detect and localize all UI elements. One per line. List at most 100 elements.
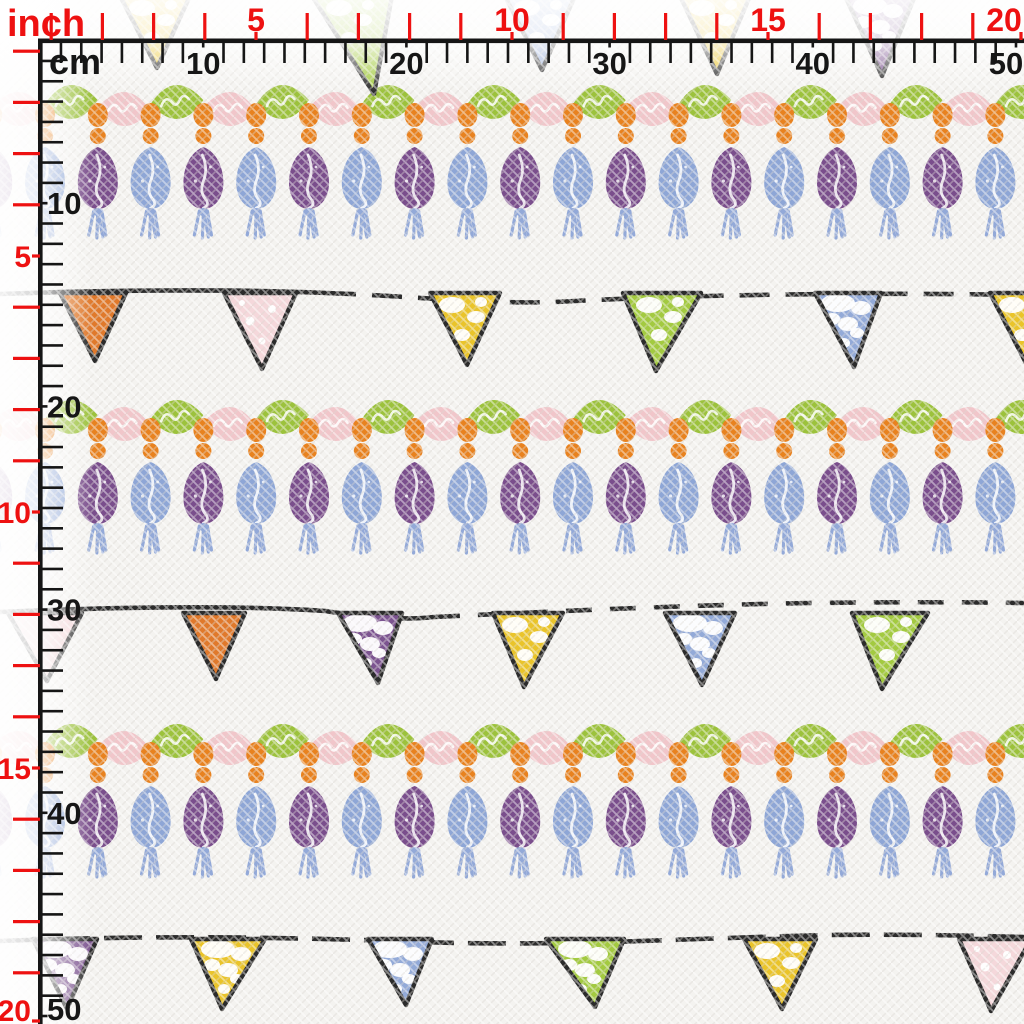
inch-tick-top (152, 13, 156, 40)
inch-tick-left (13, 100, 40, 104)
cm-tick-left (41, 303, 63, 307)
inch-tick-left (32, 1019, 40, 1023)
cm-tick-top (405, 41, 408, 48)
inch-tick-top (766, 32, 770, 40)
inch-tick-label-top: 10 (494, 2, 530, 38)
cm-tick-top (344, 41, 347, 63)
cm-tick-top (994, 41, 997, 63)
cm-tick-top (628, 41, 632, 63)
cm-tick-left (41, 852, 63, 855)
cm-tick-left (41, 140, 63, 144)
inch-tick-top (203, 13, 207, 40)
inch-tick-left (13, 408, 40, 412)
cm-tick-top (730, 41, 733, 63)
cm-tick-left (41, 39, 63, 42)
inch-tick-left (13, 664, 40, 668)
inch-tick-top (100, 13, 104, 40)
cm-tick-label-top: 40 (796, 46, 830, 81)
cm-tick-top (140, 41, 144, 63)
inch-tick-label-left: 20 (0, 995, 31, 1024)
cm-tick-left (41, 222, 63, 225)
cm-tick-left (41, 628, 63, 632)
inch-tick-top (664, 13, 668, 40)
cm-tick-left (41, 953, 63, 957)
cm-tick-left (41, 506, 63, 510)
inch-tick-top (971, 13, 975, 40)
cm-tick-top (466, 41, 469, 63)
inch-tick-label-top: 15 (750, 2, 786, 38)
cm-tick-left (41, 527, 63, 530)
cm-tick-top (39, 41, 42, 63)
inch-tick-top (305, 13, 309, 40)
cm-tick-top (791, 41, 794, 63)
inch-tick-left (13, 715, 40, 719)
cm-tick-top (527, 41, 530, 63)
cm-tick-left (41, 791, 63, 794)
cm-tick-left (41, 344, 63, 347)
cm-tick-top (750, 41, 754, 63)
cm-tick-left (41, 547, 63, 550)
inch-tick-top (49, 13, 53, 40)
inch-tick-label-left: 15 (0, 753, 31, 786)
cm-tick-top (933, 41, 937, 63)
cm-tick-left (41, 181, 63, 185)
cm-tick-left (41, 161, 63, 164)
cm-tick-left (41, 425, 63, 429)
cm-tick-top (384, 41, 388, 63)
inch-tick-top (920, 13, 924, 40)
cm-tick-left (41, 709, 63, 713)
inch-tick-label-left: 10 (0, 497, 31, 530)
inch-tick-left (13, 459, 40, 463)
inch-tick-left (32, 254, 40, 258)
cm-tick-top (1014, 41, 1018, 48)
cm-tick-left (41, 974, 63, 977)
cm-tick-top (262, 41, 266, 63)
cm-tick-top (770, 41, 774, 63)
cm-tick-label-top: 50 (989, 46, 1023, 81)
inch-tick-top (356, 13, 360, 40)
cm-tick-left (41, 201, 48, 205)
inch-tick-left (13, 561, 40, 565)
cm-tick-top (222, 41, 225, 63)
cm-tick-left (41, 486, 63, 489)
cm-ruler-line-horizontal (38, 38, 1024, 44)
cm-tick-left (41, 913, 63, 916)
cm-tick-top (79, 41, 83, 63)
cm-tick-top (892, 41, 896, 63)
cm-tick-left (41, 689, 63, 693)
cm-tick-top (872, 41, 876, 63)
cm-tick-top (709, 41, 713, 63)
inch-tick-left (32, 766, 40, 770)
inch-tick-top (459, 13, 463, 40)
cm-tick-top (608, 41, 611, 48)
cm-tick-top (953, 41, 957, 63)
cm-tick-label-top: 30 (592, 46, 626, 81)
cm-tick-top (811, 41, 815, 48)
cm-tick-left (41, 384, 63, 388)
cm-tick-left (41, 262, 63, 266)
cm-tick-left (41, 1014, 48, 1018)
cm-tick-top (283, 41, 286, 63)
cm-tick-top (181, 41, 185, 63)
cm-tick-left (41, 669, 63, 672)
inch-tick-top (715, 13, 719, 40)
cm-tick-left (41, 648, 63, 652)
cm-tick-left (41, 811, 48, 815)
cm-tick-left (41, 608, 48, 611)
cm-tick-label-left: 20 (47, 389, 81, 424)
cm-tick-left (41, 872, 63, 876)
cm-tick-top (547, 41, 550, 63)
cm-tick-top (852, 41, 855, 63)
inch-tick-top (817, 13, 821, 40)
inch-tick-left (13, 612, 40, 616)
cm-tick-top (567, 41, 571, 63)
inch-tick-top (510, 32, 514, 40)
cm-tick-left (41, 587, 63, 591)
cm-tick-top (669, 41, 672, 63)
cm-tick-top (506, 41, 510, 63)
cm-tick-top (445, 41, 449, 63)
